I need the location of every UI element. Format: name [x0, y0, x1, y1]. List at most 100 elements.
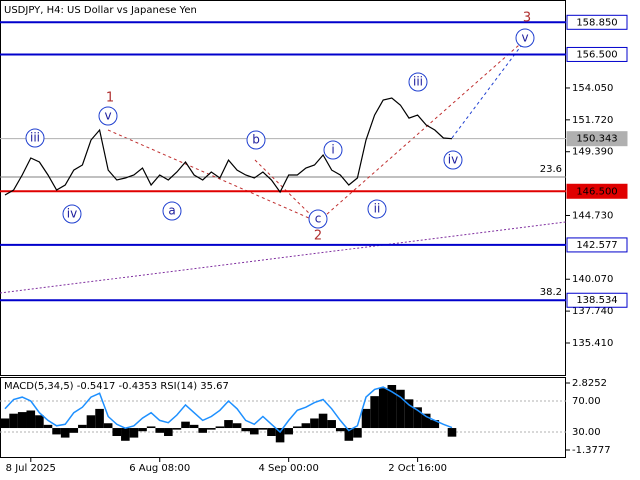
macd-bar [224, 420, 233, 429]
y-tick-label: 135.410 [572, 338, 613, 349]
macd-bar [189, 424, 199, 429]
macd-bar [26, 410, 36, 429]
wave-label: b [252, 133, 260, 147]
macd-bar [121, 428, 130, 441]
macd-bar [353, 428, 362, 438]
wave-label: iv [67, 207, 77, 221]
y-tick-label: 151.720 [572, 115, 613, 126]
y2-tick-label: 70.00 [572, 396, 601, 407]
macd-bar [430, 420, 440, 429]
wave-label: v [104, 109, 111, 123]
macd-bar [86, 415, 96, 429]
wave-label: ii [374, 202, 381, 216]
macd-bar [327, 420, 336, 429]
level-label: 158.850 [576, 17, 617, 28]
macd-bar [275, 428, 285, 443]
wave-number: 2 [314, 229, 322, 244]
y-tick-label: -1.3777 [572, 445, 611, 456]
macd-bar [396, 389, 405, 429]
wave-line [317, 37, 528, 223]
macd-bar [447, 428, 457, 437]
macd-bar [78, 424, 87, 429]
x-tick-label: 6 Aug 08:00 [129, 463, 190, 474]
macd-bar [241, 428, 250, 432]
level-box [566, 183, 628, 199]
wave-circle [367, 199, 387, 219]
wave-label: i [331, 143, 334, 157]
wave-circle [308, 209, 328, 229]
macd-bar [181, 421, 190, 429]
wave-label: iii [30, 131, 40, 145]
macd-bar [344, 428, 354, 441]
y-tick-label: 2.8252 [572, 378, 607, 389]
wave-circle [515, 28, 535, 48]
wave-number: 1 [106, 91, 114, 106]
macd-bar [284, 428, 293, 435]
wave-circle [408, 72, 428, 92]
macd-bar [301, 423, 311, 429]
macd-bar [232, 423, 242, 429]
macd-bar [387, 384, 397, 429]
macd-bar [103, 423, 113, 429]
wave-circle [162, 201, 182, 221]
macd-bar [17, 412, 27, 429]
macd-bar [35, 415, 44, 429]
macd-bar [9, 413, 18, 429]
macd-bar [370, 396, 379, 429]
macd-bar [421, 413, 431, 429]
y-tick-label: 137.740 [572, 306, 613, 317]
macd-bar [361, 408, 371, 429]
level-box [566, 14, 628, 30]
macd-bar [164, 428, 173, 437]
macd-bar [310, 418, 319, 429]
wave-circle [443, 150, 463, 170]
wave-circle [62, 204, 82, 224]
level-box [566, 292, 628, 308]
macd-bar [155, 428, 165, 433]
wave-circle [98, 106, 118, 126]
macd-bar [207, 428, 216, 430]
macd-bar [258, 428, 268, 430]
chart-title: USDJPY, H4: US Dollar vs Japanese Yen [4, 5, 197, 16]
macd-bar [172, 428, 182, 430]
wave-label: v [521, 31, 528, 45]
level-box [566, 131, 628, 147]
x-tick-label: 2 Oct 16:00 [388, 463, 447, 474]
macd-bar [0, 418, 10, 429]
indicator-title: MACD(5,34,5) -0.5417 -0.4353 RSI(14) 35.… [4, 381, 229, 392]
fib-label: 23.6 [540, 164, 562, 175]
y-tick-label: 149.390 [572, 147, 613, 158]
wave-circle [25, 128, 45, 148]
y-tick-label: 154.050 [572, 83, 613, 94]
level-label: 156.500 [576, 49, 617, 60]
y-tick-label: 144.730 [572, 210, 613, 221]
macd-bar [95, 408, 104, 429]
wave-line [107, 129, 319, 223]
macd-bar [52, 428, 61, 435]
macd-bar [112, 428, 122, 437]
wave-circle [323, 140, 343, 160]
macd-bar [404, 399, 414, 429]
macd-bar [138, 428, 147, 432]
wave-label: iii [413, 75, 423, 89]
level-label: 142.577 [576, 240, 617, 251]
macd-bar [129, 428, 139, 438]
macd-bar [198, 428, 208, 433]
macd-bar [378, 388, 388, 429]
level-box [566, 237, 628, 253]
macd-bar [267, 428, 276, 437]
macd-bar [249, 428, 259, 435]
macd-bar [318, 413, 328, 429]
wave-number: 3 [523, 11, 531, 26]
fib-label: 38.2 [540, 287, 562, 298]
macd-bar [146, 426, 156, 429]
level-label: 150.343 [576, 134, 617, 145]
macd-bar [292, 426, 302, 429]
macd-bar [43, 424, 53, 429]
indicator-frame [0, 377, 566, 458]
wave-label: iv [448, 153, 458, 167]
macd-bar [215, 426, 225, 429]
y-tick-label: 140.070 [572, 274, 613, 285]
